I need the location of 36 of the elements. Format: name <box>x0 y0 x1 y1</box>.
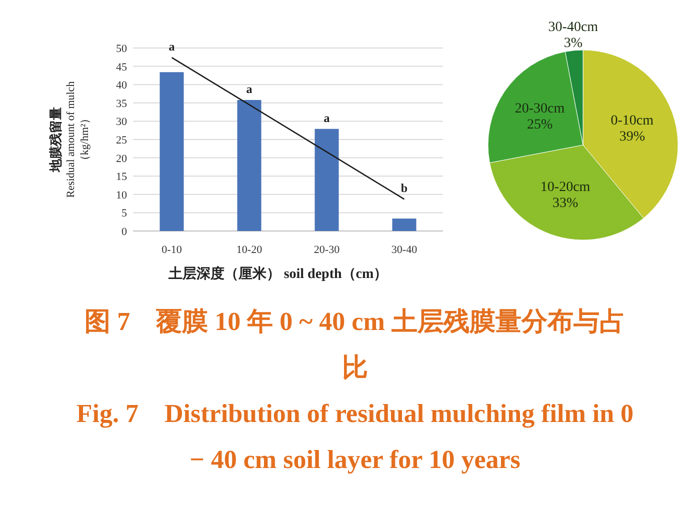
data-label: 39% <box>619 129 646 144</box>
data-label: 3% <box>564 36 583 51</box>
y-tick-label: 0 <box>122 226 128 238</box>
data-label: 25% <box>526 118 553 133</box>
slice-label: 10-20cm <box>540 180 590 196</box>
y-axis-title: 地膜残留量 Residual amount of mulch （kg/hm²） <box>48 80 91 198</box>
x-axis-title: 土层深度（厘米） soil depth（cm） <box>167 265 388 282</box>
y-tick-label: 30 <box>116 116 128 128</box>
y-tick-label: 45 <box>116 61 128 74</box>
annotation: a <box>168 40 175 54</box>
y-tick-label: 25 <box>116 134 128 146</box>
x-tick-label: 10-20 <box>236 244 263 256</box>
y-tick-label: 40 <box>116 80 128 92</box>
x-tick-label: 0-10 <box>162 244 182 256</box>
y-tick-label: 35 <box>116 98 128 110</box>
x-tick-label: 30-40 <box>391 244 418 256</box>
bar <box>237 100 262 231</box>
bar <box>160 72 184 231</box>
y-tick-label: 20 <box>116 152 128 165</box>
line-series <box>171 56 405 200</box>
caption: 图 7 覆膜 10 年 0 ~ 40 cm 土层残膜量分布与占比 <box>84 307 626 382</box>
slice-label: 30-40cm <box>548 20 598 35</box>
y-tick-label: 15 <box>116 171 128 184</box>
y-tick-label: 5 <box>122 208 128 220</box>
slice-label: 0-10cm <box>610 113 654 128</box>
y-tick-label: 50 <box>116 43 128 55</box>
annotation: b <box>400 181 408 196</box>
x-tick-label: 20-30 <box>314 244 340 256</box>
slice-label: 20-30cm <box>514 102 565 117</box>
y-tick-label: 10 <box>116 189 128 202</box>
caption: Fig. 7 Distribution of residual mulching film in 0 − 40 cm soil layer for 10 years <box>76 399 634 474</box>
data-label: 33% <box>552 196 578 212</box>
annotation: a <box>324 110 330 125</box>
bar <box>314 128 339 231</box>
bar <box>392 218 416 231</box>
annotation: a <box>246 82 252 96</box>
